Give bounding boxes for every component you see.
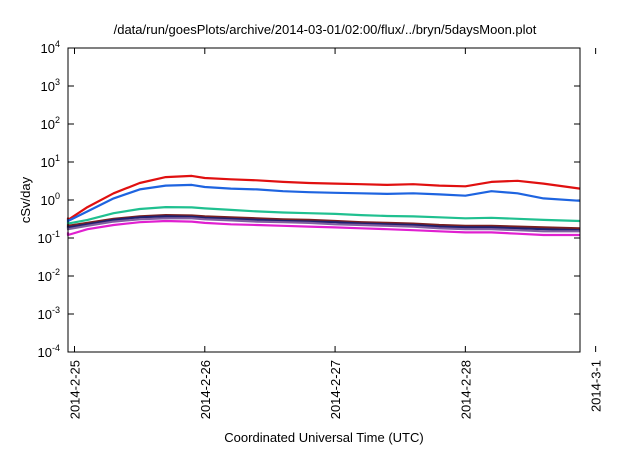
y-tick-label: 10-1 — [38, 229, 60, 246]
series-line-3 — [66, 206, 581, 225]
x-tick-label: 2014-2-27 — [328, 360, 343, 419]
x-tick-label: 2014-2-28 — [458, 360, 473, 419]
chart-title: /data/run/goesPlots/archive/2014-03-01/0… — [114, 22, 537, 37]
y-tick-label: 100 — [41, 191, 60, 208]
series-line-7 — [66, 219, 580, 237]
y-tick-label: 104 — [41, 39, 60, 56]
y-tick-label: 101 — [41, 153, 60, 170]
y-axis-label: cSv/day — [18, 176, 33, 223]
y-tick-label: 10-2 — [38, 267, 60, 284]
plot-frame — [67, 47, 581, 353]
x-tick-label: 2014-2-25 — [68, 360, 83, 419]
series-line-1 — [66, 174, 581, 221]
series-line-6 — [66, 217, 580, 233]
y-tick-label: 10-3 — [38, 305, 60, 322]
y-tick-label: 102 — [41, 115, 60, 132]
y-tick-label: 103 — [41, 77, 60, 94]
series-line-4 — [66, 214, 581, 230]
y-tick-label: 10-4 — [38, 343, 60, 360]
series-line-2 — [66, 183, 581, 223]
series-line-5 — [66, 215, 581, 232]
series-layer — [66, 174, 581, 237]
ticks-layer: 10-4 10-3 10-2 10-1 100 101 102 103 104 2014-2-25… — [38, 39, 604, 419]
x-tick-label: 2014-2-26 — [198, 360, 213, 419]
x-axis-label: Coordinated Universal Time (UTC) — [224, 430, 423, 445]
x-tick-label: 2014-3-1 — [589, 360, 604, 412]
